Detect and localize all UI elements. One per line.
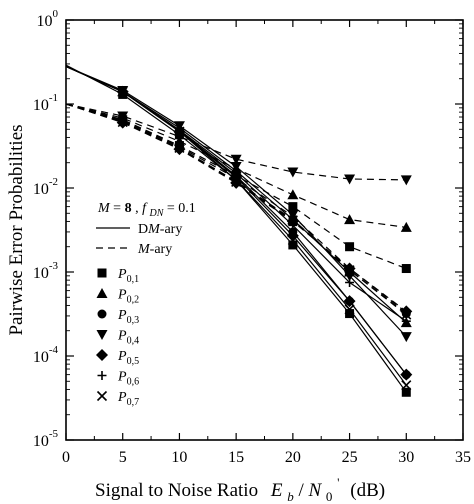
data-point-cross	[117, 116, 128, 128]
data-point-plus	[345, 264, 355, 274]
y-tick-labels: 100 10-1 10-2 10-3 10-4 10-5	[33, 8, 59, 450]
series-line-DM-ary-plus	[65, 65, 407, 322]
y-tick-label: 10-3	[33, 260, 59, 282]
data-point-plus	[174, 142, 184, 152]
legend-marker-circle	[97, 309, 107, 319]
x-axis-title-text: Signal to Noise Ratio	[95, 480, 258, 501]
data-point-triangle-down	[400, 332, 412, 343]
legend-line-label: M-ary	[137, 242, 172, 257]
data-point-triangle-up	[287, 189, 299, 200]
data-point-square	[345, 309, 355, 319]
x-axis-symbol-n-sub: 0	[326, 489, 333, 504]
legend-markers: P0,1 P0,2 P0,3 P0,4 P0,5 P0,6 P0,7	[96, 267, 139, 408]
x-tick-label: 10	[171, 449, 187, 466]
x-axis-symbol-b: b	[287, 489, 294, 504]
data-point-cross	[401, 309, 412, 320]
x-tick-label: 15	[228, 449, 244, 466]
data-point-triangle-up	[400, 221, 412, 232]
legend-marker-triangle-up	[96, 288, 108, 298]
x-tick-label: 5	[119, 449, 127, 466]
legend-line-label: DM-ary	[138, 222, 182, 237]
x-axis-symbol-slash: /	[298, 480, 304, 501]
data-point-triangle-up	[230, 163, 242, 174]
y-axis-title: Pairwise Error Probabilities	[6, 124, 27, 335]
legend-marker-diamond	[96, 349, 108, 361]
x-axis-title: Signal to Noise Ratio E b / N 0 ' (dB)	[95, 471, 385, 504]
x-tick-label: 25	[342, 449, 358, 466]
x-axis-unit: (dB)	[350, 480, 385, 501]
data-point-square	[288, 202, 298, 212]
markers-layer	[116, 85, 413, 397]
legend-marker-triangle-down	[96, 330, 108, 340]
y-tick-label: 10-1	[33, 92, 58, 114]
data-point-cross	[344, 265, 355, 276]
x-axis-symbol-e: E	[270, 480, 283, 501]
data-point-cross	[287, 234, 298, 246]
data-point-square	[401, 387, 411, 397]
legend-marker-label: P0,4	[117, 329, 139, 347]
legend-marker-label: P0,6	[117, 370, 139, 388]
x-tick-label: 0	[62, 449, 70, 466]
data-point-cross	[401, 380, 412, 391]
parameter-annotation: M = 8 , f DN = 0.1	[97, 201, 196, 220]
x-axis-symbol-n: N	[307, 480, 322, 501]
data-point-diamond	[286, 229, 299, 242]
plot-frame	[65, 19, 464, 441]
data-point-plus	[118, 115, 128, 125]
y-tick-label: 10-2	[33, 176, 58, 198]
y-tick-label: 10-4	[33, 344, 59, 366]
legend-marker-plus	[97, 371, 107, 380]
data-point-plus	[345, 277, 355, 287]
y-tick-label: 100	[37, 8, 59, 30]
data-point-triangle-down	[230, 154, 242, 165]
data-point-cross	[174, 142, 185, 153]
data-point-triangle-down	[344, 174, 356, 185]
data-point-triangle-down	[287, 167, 299, 178]
legend-marker-label: P0,5	[117, 349, 139, 367]
data-point-cross	[231, 176, 242, 188]
data-point-diamond	[343, 295, 356, 308]
x-tick-label: 35	[455, 449, 471, 466]
legend-marker-label: P0,3	[117, 308, 139, 326]
x-tick-labels: 0 5 10 15 20 25 30 35	[62, 449, 471, 466]
legend-marker-label: P0,1	[117, 267, 139, 285]
y-tick-label: 10-5	[33, 428, 59, 450]
data-point-triangle-down	[400, 175, 412, 186]
legend-lines: DM-ary M-ary	[96, 222, 182, 257]
data-point-cross	[117, 86, 128, 97]
legend-marker-label: P0,2	[117, 288, 139, 306]
legend-marker-square	[97, 268, 107, 278]
data-point-plus	[288, 211, 298, 221]
x-axis-symbol-n-sup: '	[337, 475, 339, 490]
series-line-DM-ary-triangle-up	[65, 65, 407, 324]
data-point-square	[288, 240, 298, 250]
data-point-cross	[344, 304, 355, 315]
data-point-triangle-up	[344, 214, 356, 225]
data-point-cross	[287, 215, 298, 226]
legend-marker-cross	[96, 390, 108, 402]
x-tick-label: 20	[285, 449, 301, 466]
data-point-square	[401, 264, 411, 274]
x-tick-label: 30	[398, 449, 414, 466]
data-point-plus	[401, 316, 411, 326]
data-point-triangle-down	[173, 132, 185, 143]
data-point-diamond	[400, 368, 413, 381]
data-point-square	[345, 242, 355, 252]
legend-marker-label: P0,7	[117, 390, 139, 408]
